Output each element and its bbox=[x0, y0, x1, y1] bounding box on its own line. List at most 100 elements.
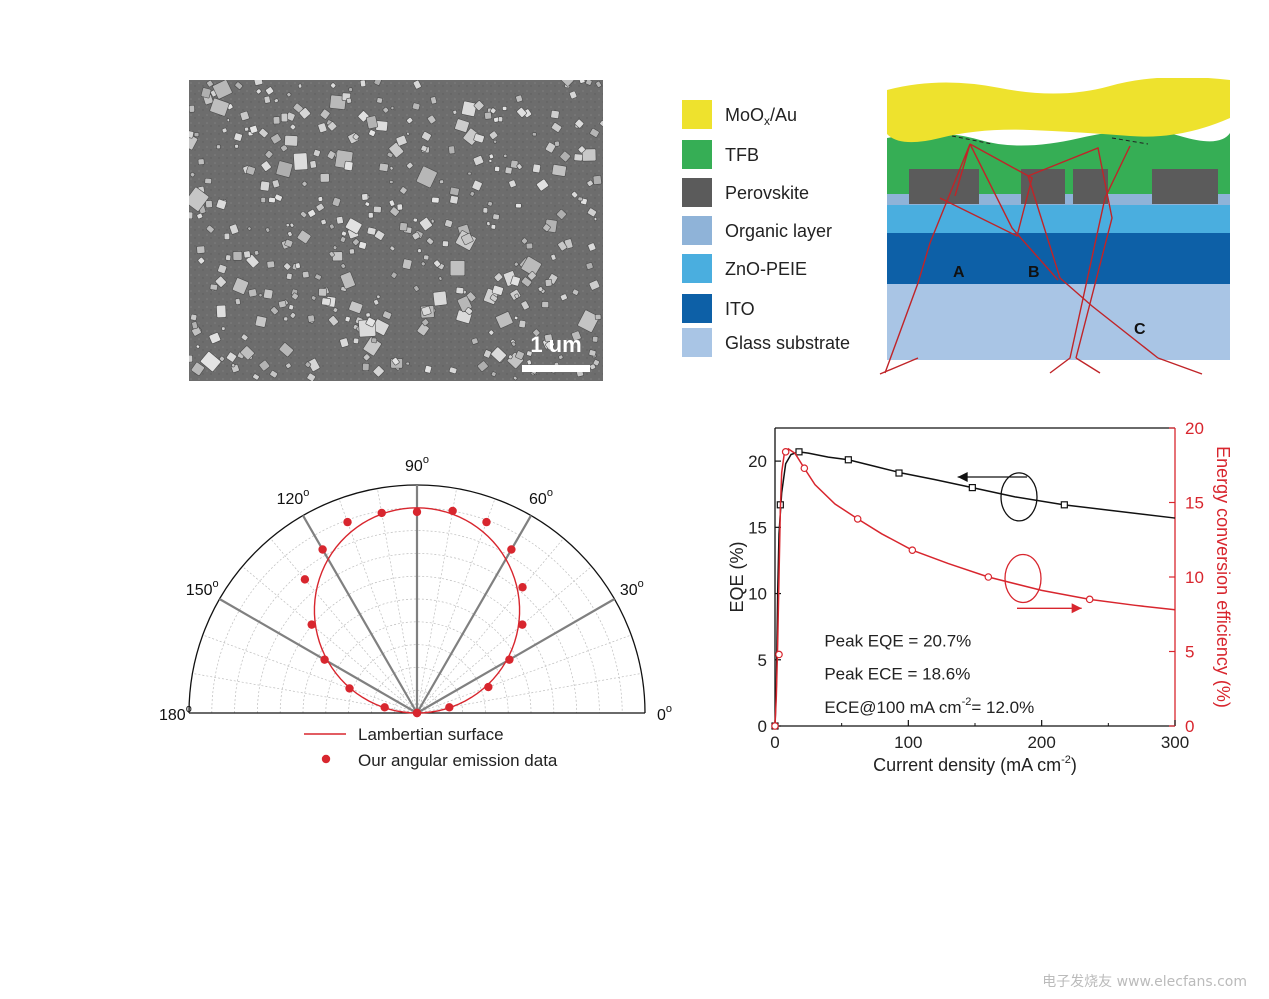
sem-grain bbox=[518, 319, 527, 329]
sem-grain bbox=[278, 342, 294, 358]
sem-grain bbox=[184, 211, 194, 220]
sem-grain bbox=[442, 240, 449, 247]
x-tick-label: 0 bbox=[770, 733, 779, 752]
sem-grain bbox=[493, 272, 504, 282]
sem-grain bbox=[273, 98, 279, 103]
sem-grain bbox=[328, 315, 339, 327]
sem-grain bbox=[574, 118, 585, 129]
sem-grain bbox=[406, 117, 414, 124]
sem-grain bbox=[477, 360, 489, 372]
sem-grain bbox=[572, 288, 580, 296]
legend-swatch bbox=[682, 140, 712, 169]
sem-grain bbox=[482, 207, 489, 214]
sem-grain bbox=[275, 160, 293, 178]
sem-grain bbox=[344, 316, 351, 323]
sem-grain bbox=[296, 229, 312, 244]
sem-grain bbox=[586, 179, 594, 187]
sem-grain bbox=[489, 294, 498, 302]
emission-data-point bbox=[505, 655, 514, 664]
emission-data-point bbox=[380, 703, 389, 712]
sem-grain bbox=[516, 163, 523, 170]
sem-grain bbox=[184, 130, 195, 139]
sem-grain bbox=[411, 231, 421, 241]
sem-grain bbox=[319, 108, 331, 120]
emission-data-point bbox=[318, 545, 327, 554]
ece-arrowhead bbox=[1071, 603, 1082, 614]
y-axis-label: EQE (%) bbox=[727, 541, 747, 612]
sem-grain bbox=[494, 166, 501, 172]
sem-grain bbox=[430, 218, 435, 224]
sem-grain bbox=[284, 134, 299, 147]
sem-grain bbox=[483, 349, 492, 359]
sem-grain bbox=[551, 122, 562, 133]
sem-grain bbox=[263, 288, 274, 300]
sem-grain bbox=[270, 306, 279, 315]
sem-grain bbox=[240, 333, 249, 342]
legend-swatch bbox=[682, 294, 712, 323]
sem-grain bbox=[215, 198, 227, 210]
sem-grain bbox=[406, 161, 414, 170]
polar-grid-spoke bbox=[416, 634, 632, 714]
sem-grain bbox=[520, 300, 530, 311]
sem-grain bbox=[412, 102, 421, 111]
sem-grain bbox=[448, 145, 456, 155]
sem-grain bbox=[420, 144, 428, 152]
sem-grain bbox=[289, 312, 297, 319]
device-stack-diagram: MoOx/Au TFB Perovskite Organic layer ZnO-PEI… bbox=[680, 77, 1240, 388]
sem-grain bbox=[184, 186, 210, 212]
sem-grain bbox=[497, 116, 504, 123]
eqe-line bbox=[774, 451, 1176, 727]
polar-angle-tick: 30o bbox=[620, 578, 644, 599]
sem-grain bbox=[373, 299, 380, 306]
polar-grid-spoke bbox=[416, 566, 592, 714]
sem-grain bbox=[589, 363, 596, 370]
sem-grain bbox=[226, 118, 230, 123]
sem-grain bbox=[206, 79, 214, 88]
legend-label: Organic layer bbox=[725, 221, 832, 241]
sem-grain bbox=[232, 251, 243, 261]
sem-grain bbox=[389, 166, 394, 171]
emission-data-point bbox=[412, 507, 422, 517]
sem-grain bbox=[315, 202, 325, 212]
sem-grain bbox=[245, 165, 256, 176]
sem-grain bbox=[283, 262, 292, 271]
sem-grain bbox=[365, 317, 376, 328]
sem-grain bbox=[488, 130, 499, 140]
sem-grain bbox=[577, 309, 600, 333]
sem-grain bbox=[467, 171, 472, 176]
path-label-a: A bbox=[953, 264, 965, 281]
ece-marker bbox=[781, 448, 790, 456]
sem-grain bbox=[516, 107, 527, 118]
sem-grain bbox=[271, 179, 280, 189]
sem-grain bbox=[471, 337, 479, 345]
sem-grain bbox=[294, 262, 301, 269]
sem-grain bbox=[307, 209, 317, 218]
y2-tick-label: 10 bbox=[1185, 568, 1204, 587]
peak-ece-annotation: Peak ECE = 18.6% bbox=[824, 665, 970, 684]
polar-angle-tick: 150o bbox=[186, 578, 219, 599]
sem-grain bbox=[247, 226, 252, 231]
sem-grain bbox=[309, 160, 317, 169]
sem-grain bbox=[348, 300, 364, 314]
emission-data-point bbox=[412, 708, 422, 718]
x-tick-label: 200 bbox=[1027, 733, 1055, 752]
sem-grain bbox=[254, 250, 260, 256]
sem-grain bbox=[588, 349, 597, 357]
sem-grain bbox=[345, 217, 363, 235]
sem-grain bbox=[339, 271, 356, 290]
y2-axis-label: Energy conversion efficiency (%) bbox=[1213, 446, 1233, 708]
sem-grain bbox=[286, 272, 293, 280]
sem-grain bbox=[331, 197, 342, 207]
sem-grain bbox=[200, 87, 212, 99]
sem-grain bbox=[197, 158, 205, 166]
sem-grain bbox=[291, 292, 299, 300]
sem-grain bbox=[593, 217, 598, 221]
sem-grain bbox=[208, 332, 221, 344]
sem-grain bbox=[376, 97, 383, 104]
sem-grain bbox=[571, 191, 579, 199]
sem-grain bbox=[587, 242, 597, 252]
sem-grain bbox=[488, 329, 495, 336]
sem-grain bbox=[326, 150, 336, 160]
sem-grain bbox=[473, 100, 485, 111]
sem-grain bbox=[487, 201, 493, 207]
